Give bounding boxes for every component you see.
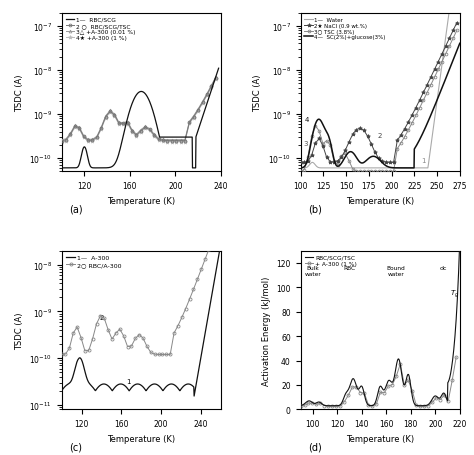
- X-axis label: Temperature (K): Temperature (K): [107, 434, 175, 443]
- Legend: 1—  A-300, 2○ RBC/A-300: 1— A-300, 2○ RBC/A-300: [65, 254, 123, 268]
- Text: (a): (a): [70, 203, 83, 213]
- Text: 2: 2: [378, 133, 382, 139]
- Text: RBC: RBC: [344, 266, 356, 271]
- Text: 1: 1: [126, 378, 131, 384]
- Y-axis label: Activation Energy (kJ/mol): Activation Energy (kJ/mol): [262, 276, 271, 385]
- Text: 1: 1: [421, 158, 426, 164]
- Text: dc: dc: [440, 266, 447, 271]
- Text: (b): (b): [309, 203, 322, 213]
- Y-axis label: TSDC (A): TSDC (A): [15, 312, 24, 349]
- Text: (c): (c): [70, 441, 82, 451]
- Text: $T_g$: $T_g$: [450, 288, 459, 299]
- Text: Bound
water: Bound water: [387, 266, 405, 277]
- Text: 4: 4: [305, 116, 310, 122]
- Text: (d): (d): [309, 441, 322, 451]
- Text: 3: 3: [303, 141, 308, 147]
- Text: 2: 2: [100, 314, 104, 320]
- Legend: 1—  RBC/SCG, 2 ○  RBC/SCG/TSC, 3△ +A-300 (0.01 %), 4★ +A-300 (1 %): 1— RBC/SCG, 2 ○ RBC/SCG/TSC, 3△ +A-300 (…: [64, 16, 137, 42]
- Y-axis label: TSDC (A): TSDC (A): [254, 74, 263, 111]
- X-axis label: Temperature (K): Temperature (K): [346, 434, 414, 443]
- Text: Bulk
water: Bulk water: [304, 266, 321, 277]
- X-axis label: Temperature (K): Temperature (K): [107, 196, 175, 205]
- X-axis label: Temperature (K): Temperature (K): [346, 196, 414, 205]
- Legend: RBC/SCG/TSC, + A-300 (1 %): RBC/SCG/TSC, + A-300 (1 %): [303, 254, 358, 268]
- Legend: 1—  Water, 2★ NaCl (0.9 wt.%), 3○ TSC (3.8%), 4—  SC(2%)+glucose(3%): 1— Water, 2★ NaCl (0.9 wt.%), 3○ TSC (3.…: [303, 16, 387, 41]
- Y-axis label: TSDC (A): TSDC (A): [15, 74, 24, 111]
